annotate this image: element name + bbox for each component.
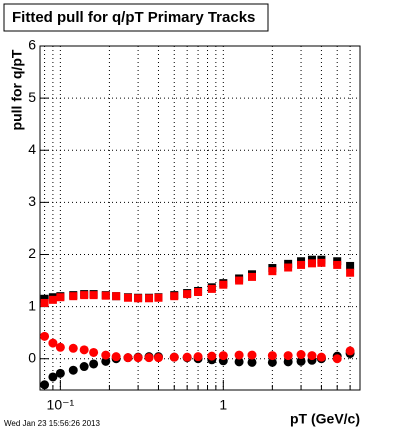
data-point — [68, 365, 78, 375]
data-point — [317, 258, 326, 267]
data-point — [316, 352, 326, 362]
data-point — [346, 261, 355, 270]
data-point — [296, 350, 306, 360]
y-tick-label: 4 — [28, 141, 36, 157]
data-point — [170, 292, 179, 301]
data-point — [297, 260, 306, 269]
chart-title: Fitted pull for q/pT Primary Tracks — [12, 9, 255, 26]
x-tick-label: 1 — [219, 397, 227, 413]
data-point — [267, 357, 277, 367]
y-tick-label: 2 — [28, 245, 36, 261]
data-point — [283, 357, 293, 367]
data-point — [307, 351, 317, 361]
data-point — [234, 350, 244, 360]
data-point — [40, 380, 50, 390]
data-point — [248, 272, 257, 281]
data-point — [101, 291, 110, 300]
y-tick-label: 6 — [28, 37, 36, 53]
data-point — [193, 352, 203, 362]
data-point — [56, 293, 65, 302]
data-point — [112, 292, 121, 301]
data-point — [345, 346, 355, 356]
data-point — [247, 357, 257, 367]
data-point — [111, 352, 121, 362]
data-point — [307, 259, 316, 268]
footer: Wed Jan 23 15:56:26 2013 — [4, 419, 100, 428]
data-point — [169, 352, 179, 362]
data-point — [296, 356, 306, 366]
title-box — [3, 3, 269, 32]
data-point — [134, 294, 143, 303]
data-point — [332, 354, 342, 364]
x-tick-label: 10⁻¹ — [47, 397, 75, 413]
data-point — [284, 263, 293, 272]
data-point — [79, 362, 89, 372]
data-point — [207, 284, 216, 293]
data-point — [144, 353, 154, 363]
data-point — [235, 276, 244, 285]
data-point — [89, 347, 99, 357]
data-point — [268, 267, 277, 276]
y-tick-label: 3 — [28, 193, 36, 209]
data-point — [346, 268, 355, 277]
data-point — [207, 351, 217, 361]
data-point — [40, 298, 49, 307]
data-point — [55, 368, 65, 378]
data-point — [69, 292, 78, 301]
data-point — [80, 291, 89, 300]
data-point — [154, 293, 163, 302]
data-point — [218, 351, 228, 361]
data-point — [89, 291, 98, 300]
data-point — [183, 290, 192, 299]
data-point — [182, 352, 192, 362]
data-point — [194, 288, 203, 297]
data-point — [247, 350, 257, 360]
data-point — [55, 342, 65, 352]
data-point — [219, 280, 228, 289]
data-point — [48, 338, 58, 348]
data-point — [101, 350, 111, 360]
data-point — [40, 331, 50, 341]
data-point — [79, 345, 89, 355]
data-point — [333, 260, 342, 269]
data-point — [48, 372, 58, 382]
x-axis-label: pT (GeV/c) — [290, 411, 360, 427]
data-point — [145, 294, 154, 303]
data-point — [267, 351, 277, 361]
data-point — [234, 357, 244, 367]
data-point — [283, 351, 293, 361]
data-point — [123, 293, 132, 302]
y-axis-label: pull for q/pT — [9, 49, 25, 130]
data-point — [40, 294, 49, 303]
y-tick-label: 0 — [28, 349, 36, 365]
y-tick-label: 5 — [28, 89, 36, 105]
data-point — [123, 353, 133, 363]
data-point — [101, 356, 111, 366]
data-point — [68, 343, 78, 353]
data-point — [48, 295, 57, 304]
data-point — [89, 359, 99, 369]
y-tick-label: 1 — [28, 297, 36, 313]
data-point — [133, 353, 143, 363]
plot-frame — [39, 45, 361, 391]
data-point — [153, 353, 163, 363]
